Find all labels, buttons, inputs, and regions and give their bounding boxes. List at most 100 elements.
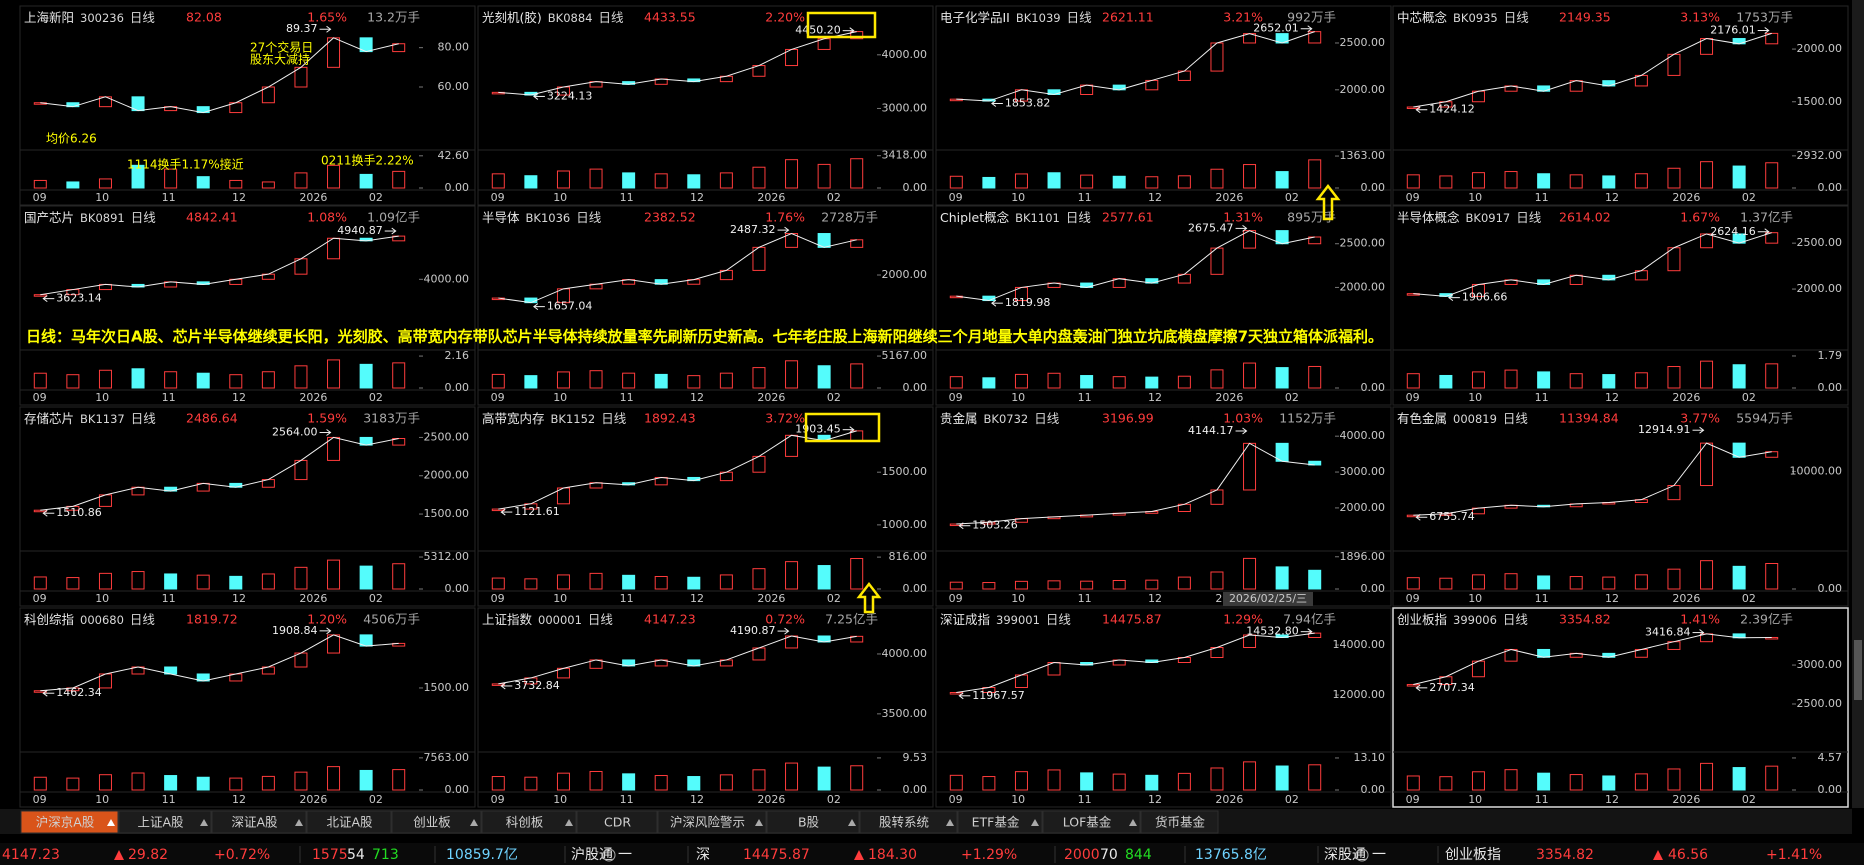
- x-tick-label: 12: [690, 592, 704, 605]
- x-tick-label: 11: [620, 592, 634, 605]
- chart-panel: 高带宽内存 BK1152 日线 1892.43 3.72% 1500.00 1000.00 8…: [477, 406, 934, 607]
- dropdown-icon[interactable]: [200, 819, 208, 826]
- volume-bar: [164, 573, 178, 590]
- arrow-head: [326, 627, 332, 635]
- tab[interactable]: [766, 810, 860, 834]
- high-label: 2624.16: [1710, 225, 1756, 238]
- tab[interactable]: [481, 810, 577, 834]
- volume-label: 13.2万手: [367, 10, 420, 25]
- x-tick-label: 11: [620, 391, 634, 404]
- low-label: 11967.57: [972, 689, 1024, 702]
- price: 2382.52: [644, 210, 696, 225]
- tab[interactable]: [576, 810, 658, 834]
- panel-frame: [1392, 406, 1849, 607]
- tab[interactable]: [391, 810, 482, 834]
- dropdown-icon[interactable]: [107, 819, 115, 826]
- status-bar: 4147.23 29.82 +0.72% 1575 54 713 10859.7亿 沪股通一深…: [0, 843, 1864, 865]
- stock-name: 有色金属: [1397, 411, 1447, 426]
- dropdown-icon[interactable]: [848, 819, 856, 826]
- volume-bar: [752, 568, 766, 590]
- high-label: 14532.80: [1246, 625, 1299, 638]
- candle: [850, 31, 864, 40]
- status-item: 深: [696, 847, 710, 863]
- tab[interactable]: [306, 810, 392, 834]
- dropdown-icon[interactable]: [946, 819, 954, 826]
- volume-bar: [785, 159, 799, 189]
- volume-tick-label: 0.00: [1818, 582, 1843, 595]
- dropdown-icon[interactable]: [470, 819, 478, 826]
- volume-bar: [33, 776, 47, 791]
- x-tick-label: 11: [1535, 793, 1549, 806]
- volume-tick-label: 0.00: [903, 783, 928, 796]
- volume-bar: [1308, 764, 1322, 791]
- tab[interactable]: [20, 810, 119, 834]
- x-tick-label: 10: [1468, 191, 1482, 204]
- arrow-head: [42, 295, 48, 303]
- price: 4433.55: [644, 10, 696, 25]
- tab-label: ETF基金: [972, 815, 1020, 830]
- arrow-head: [849, 426, 855, 434]
- close-line: [498, 635, 857, 685]
- panel-frame: [477, 205, 934, 406]
- high-label: 2176.01: [1710, 24, 1756, 37]
- volume-bar: [1243, 761, 1257, 791]
- volume-label: 7.94亿手: [1283, 612, 1336, 627]
- stock-code: BK0935: [1453, 11, 1498, 25]
- y-tick-label: 2500.00: [1797, 236, 1843, 249]
- panel-header: 国产芯片 BK0891 日线: [24, 210, 156, 225]
- arrow-head: [326, 429, 332, 436]
- volume-bar: [1602, 374, 1616, 389]
- volume-bar: [719, 774, 733, 791]
- scrollbar[interactable]: [1852, 0, 1864, 808]
- volume-bar: [850, 363, 864, 389]
- y-tick-label: 3000.00: [1340, 465, 1386, 478]
- volume-bar: [1700, 560, 1714, 590]
- volume-label: 1152万手: [1279, 411, 1336, 426]
- y-tick-label: 10000.00: [1790, 464, 1843, 477]
- info-icon[interactable]: [602, 848, 616, 862]
- tab[interactable]: [657, 810, 767, 834]
- x-tick-label: 09: [491, 793, 505, 806]
- x-tick-label: 09: [949, 592, 963, 605]
- x-tick-label: 12: [1605, 391, 1619, 404]
- x-tick-label: 2026: [299, 391, 327, 404]
- dropdown-icon[interactable]: [565, 819, 573, 826]
- tab[interactable]: [859, 810, 958, 834]
- x-tick-label: 11: [162, 391, 176, 404]
- dropdown-icon[interactable]: [1129, 819, 1137, 826]
- volume-bar: [98, 774, 112, 791]
- tab[interactable]: [1140, 810, 1219, 834]
- candle: [1308, 31, 1322, 44]
- y-tick-label: 2000.00: [1340, 501, 1386, 514]
- panel-header: 高带宽内存 BK1152 日线: [482, 411, 627, 426]
- x-tick-label: 11: [1535, 391, 1549, 404]
- volume-tick-label: 0.00: [1818, 783, 1843, 796]
- tab-label: 深证A股: [231, 815, 278, 830]
- x-tick-label: 12: [232, 793, 246, 806]
- panel-header: Chiplet概念 BK1101 日线: [940, 210, 1091, 225]
- tab[interactable]: [211, 810, 307, 834]
- chart-panel: 有色金属 000819 日线 11394.84 3.77% 5594万手 10000.00 0…: [1392, 406, 1849, 607]
- volume-bar: [1112, 773, 1126, 791]
- tab[interactable]: [118, 810, 212, 834]
- period: 日线: [131, 210, 157, 225]
- candle: [1765, 32, 1779, 45]
- period: 日线: [131, 411, 157, 426]
- scroll-thumb[interactable]: [1854, 640, 1862, 700]
- tab[interactable]: [957, 810, 1043, 834]
- volume-label: 4506万手: [363, 612, 420, 627]
- candle: [1308, 460, 1322, 466]
- info-icon[interactable]: [1355, 848, 1369, 862]
- dropdown-icon[interactable]: [295, 819, 303, 826]
- tab[interactable]: [1042, 810, 1141, 834]
- dropdown-icon[interactable]: [1031, 819, 1039, 826]
- volume-bar: [392, 769, 406, 791]
- volume-bar: [164, 371, 178, 389]
- volume-bar: [1504, 573, 1518, 590]
- panel-frame: [935, 5, 1392, 206]
- stock-code: 000001: [538, 613, 582, 627]
- dropdown-icon[interactable]: [755, 819, 763, 826]
- volume-bar: [589, 770, 603, 791]
- price: 14475.87: [1102, 612, 1162, 627]
- volume-bar: [392, 170, 406, 189]
